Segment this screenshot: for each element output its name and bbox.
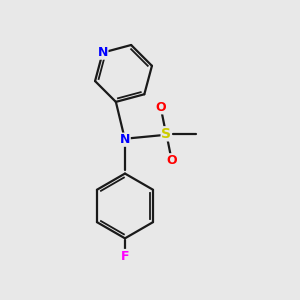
Text: N: N — [120, 133, 130, 146]
Text: F: F — [121, 250, 129, 262]
Text: S: S — [161, 127, 171, 141]
Text: O: O — [155, 101, 166, 114]
Text: N: N — [98, 46, 108, 59]
Text: O: O — [167, 154, 177, 167]
